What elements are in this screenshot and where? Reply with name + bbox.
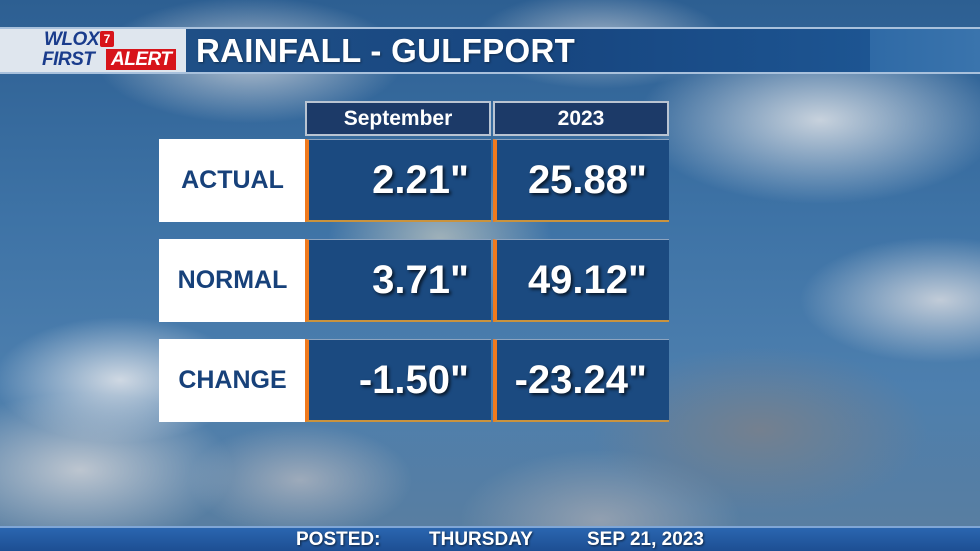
cell-normal-year: 49.12" bbox=[493, 239, 669, 322]
logo-alert-text: ALERT bbox=[106, 49, 177, 70]
cell-actual-september: 2.21" bbox=[305, 139, 491, 222]
logo-channel-badge: 7 bbox=[100, 31, 114, 47]
page-title: RAINFALL - GULFPORT bbox=[196, 32, 576, 69]
cell-actual-year: 25.88" bbox=[493, 139, 669, 222]
posted-day: THURSDAY bbox=[429, 529, 533, 550]
column-header-september: September bbox=[305, 101, 491, 136]
logo-first-text: FIRST bbox=[42, 49, 95, 70]
row-label-normal: NORMAL bbox=[159, 239, 306, 322]
cell-normal-september: 3.71" bbox=[305, 239, 491, 322]
cell-change-september: -1.50" bbox=[305, 339, 491, 422]
posted-label: POSTED: bbox=[296, 529, 381, 550]
row-label-change: CHANGE bbox=[159, 339, 306, 422]
cell-change-year: -23.24" bbox=[493, 339, 669, 422]
logo-wlox-text: WLOX bbox=[44, 29, 100, 50]
posted-footer: POSTED: THURSDAY SEP 21, 2023 bbox=[0, 526, 980, 551]
column-header-year: 2023 bbox=[493, 101, 669, 136]
posted-date: SEP 21, 2023 bbox=[587, 529, 704, 550]
row-label-actual: ACTUAL bbox=[159, 139, 306, 222]
station-logo: WLOX 7 FIRST ALERT bbox=[40, 29, 186, 72]
title-bar: WLOX 7 FIRST ALERT RAINFALL - GULFPORT bbox=[0, 27, 980, 74]
